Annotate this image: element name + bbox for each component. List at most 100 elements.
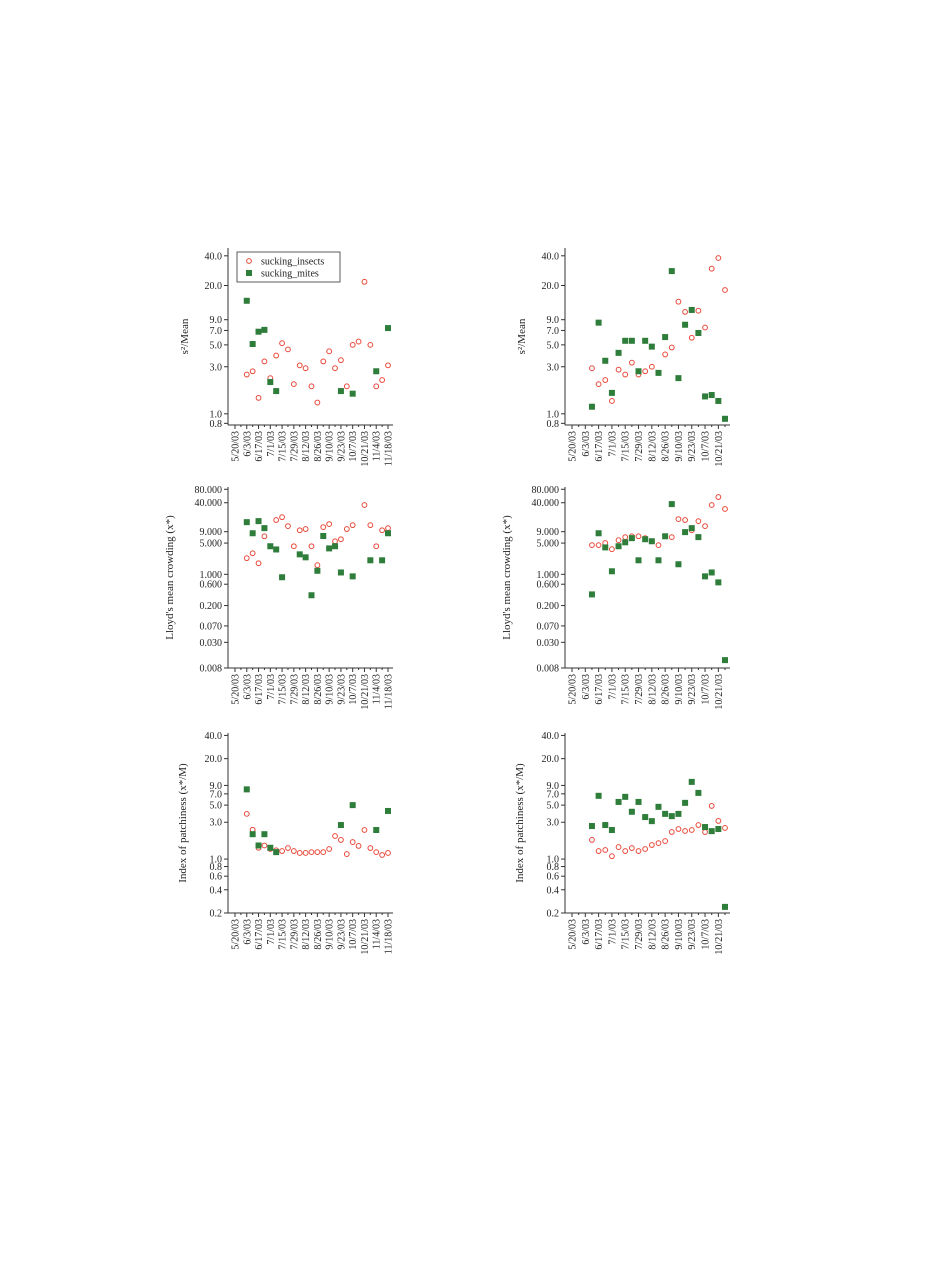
point [695, 822, 702, 828]
point [367, 845, 374, 851]
point [249, 831, 256, 838]
point [588, 591, 595, 598]
point [668, 344, 675, 351]
legend-box [236, 251, 341, 283]
point [338, 536, 344, 543]
point [243, 519, 250, 526]
point [695, 789, 702, 796]
point [255, 560, 262, 567]
x-tick-label: 9/23/03 [336, 431, 347, 462]
point [602, 544, 609, 551]
point [682, 799, 689, 806]
point [261, 831, 268, 838]
x-tick-label: 5/20/03 [568, 674, 579, 705]
x-tick-label: 9/10/03 [674, 431, 685, 462]
point [682, 517, 688, 523]
point [675, 298, 682, 305]
point [615, 844, 622, 850]
point [622, 371, 629, 378]
point [243, 371, 250, 378]
point [308, 592, 315, 599]
y-tick-label: 40.0 [542, 731, 560, 742]
point [688, 778, 695, 785]
point [708, 569, 715, 576]
point [715, 494, 722, 500]
point [722, 825, 728, 831]
point [273, 388, 280, 395]
point [373, 826, 380, 833]
point [249, 550, 256, 557]
point [361, 278, 368, 285]
y-tick-label: 5.0 [547, 801, 560, 812]
point [715, 397, 722, 404]
point [326, 545, 333, 552]
y-tick-label: 3.0 [210, 818, 223, 829]
y-tick-label: 5.0 [210, 801, 223, 812]
legend-label: sucking_mites [261, 269, 319, 280]
point [320, 524, 327, 530]
point [320, 358, 327, 365]
point [608, 568, 615, 575]
x-tick-label: 7/29/03 [634, 919, 645, 950]
y-axis-label: Lloyd's mean crowding (x*) [501, 515, 513, 640]
x-tick-label: 9/10/03 [674, 919, 685, 950]
y-tick-label: 0.6 [210, 872, 223, 883]
point [320, 533, 327, 540]
y-tick-label: 3.0 [547, 362, 560, 373]
x-tick-label: 8/26/03 [661, 919, 672, 950]
point [675, 826, 682, 832]
y-tick-label: 1.0 [210, 855, 223, 866]
x-tick-label: 8/26/03 [661, 431, 672, 462]
point [675, 810, 682, 817]
point [708, 803, 715, 809]
y-tick-label: 9.0 [210, 781, 223, 792]
point [379, 557, 386, 564]
point [332, 365, 338, 372]
x-tick-label: 6/17/03 [254, 919, 265, 950]
y-tick-label: 3.0 [547, 818, 560, 829]
point [338, 357, 344, 364]
point [708, 265, 715, 272]
y-tick-label: 80.000 [195, 485, 223, 496]
y-tick-label: 5.0 [547, 340, 560, 351]
point [261, 842, 268, 849]
y-tick-label: 9.000 [537, 527, 560, 538]
y-tick-label: 40.0 [205, 251, 223, 262]
point [688, 525, 695, 532]
point [708, 828, 715, 835]
y-tick-label: 0.200 [200, 601, 223, 612]
point [635, 368, 642, 375]
x-tick-label: 10/21/03 [714, 431, 725, 467]
point [715, 818, 722, 824]
point [662, 533, 669, 540]
point [273, 352, 280, 359]
point [249, 368, 256, 375]
x-tick-label: 9/10/03 [325, 919, 336, 950]
y-tick-label: 9.0 [547, 315, 560, 326]
x-tick-label: 7/29/03 [289, 431, 300, 462]
x-tick-label: 10/21/03 [360, 919, 371, 955]
y-tick-label: 1.000 [200, 570, 223, 581]
x-tick-label: 7/29/03 [289, 674, 300, 705]
point [715, 826, 722, 833]
x-tick-label: 11/18/03 [384, 674, 395, 709]
point [314, 567, 321, 574]
point [379, 377, 386, 383]
point [702, 324, 708, 331]
point [682, 321, 689, 328]
point [320, 849, 327, 856]
point [385, 362, 391, 369]
point [273, 849, 280, 856]
point [622, 793, 629, 800]
point [243, 810, 250, 817]
x-tick-label: 10/21/03 [360, 674, 371, 710]
x-tick-label: 10/7/03 [348, 674, 359, 705]
x-tick-label: 7/15/03 [278, 674, 289, 705]
point [273, 517, 280, 523]
point [648, 538, 655, 545]
point [273, 546, 280, 553]
point [668, 534, 675, 541]
point [302, 554, 309, 561]
y-tick-label: 0.8 [547, 419, 560, 430]
